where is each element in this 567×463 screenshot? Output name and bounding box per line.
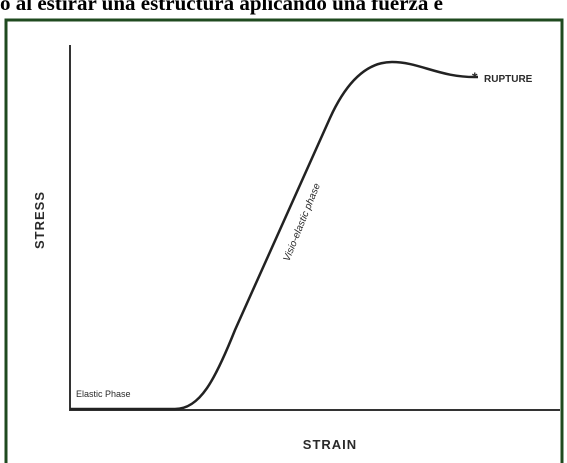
rupture-label: RUPTURE bbox=[484, 74, 533, 85]
caption: o al estirar una estructura aplicando un… bbox=[0, 0, 443, 15]
rupture-mark: * bbox=[472, 69, 478, 85]
elastic-label: Elastic Phase bbox=[76, 389, 131, 399]
x-axis-label: STRAIN bbox=[303, 437, 357, 452]
stress-strain-curve bbox=[70, 60, 479, 411]
y-axis-label: STRESS bbox=[32, 191, 47, 249]
frame bbox=[4, 18, 564, 463]
